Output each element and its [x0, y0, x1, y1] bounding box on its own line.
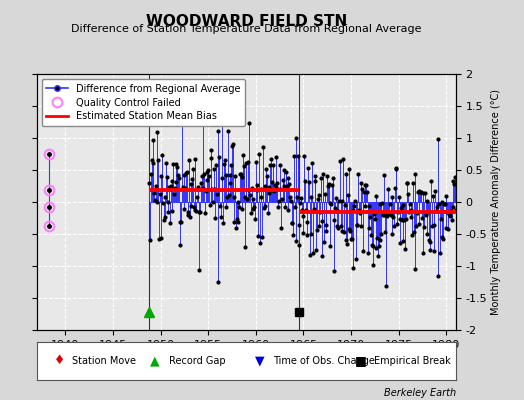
Text: Record Gap: Record Gap	[169, 356, 225, 366]
Y-axis label: Monthly Temperature Anomaly Difference (°C): Monthly Temperature Anomaly Difference (…	[492, 89, 501, 315]
Text: Difference of Station Temperature Data from Regional Average: Difference of Station Temperature Data f…	[71, 24, 421, 34]
Text: Station Move: Station Move	[72, 356, 136, 366]
Legend: Difference from Regional Average, Quality Control Failed, Estimated Station Mean: Difference from Regional Average, Qualit…	[41, 79, 245, 126]
Text: ■: ■	[355, 354, 367, 368]
Text: Berkeley Earth: Berkeley Earth	[384, 388, 456, 398]
Text: ▼: ▼	[255, 354, 264, 368]
Text: ▲: ▲	[150, 354, 159, 368]
Text: WOODWARD FIELD STN: WOODWARD FIELD STN	[146, 14, 347, 29]
Text: Time of Obs. Change: Time of Obs. Change	[274, 356, 375, 366]
Text: ♦: ♦	[53, 354, 64, 368]
Text: Empirical Break: Empirical Break	[374, 356, 451, 366]
